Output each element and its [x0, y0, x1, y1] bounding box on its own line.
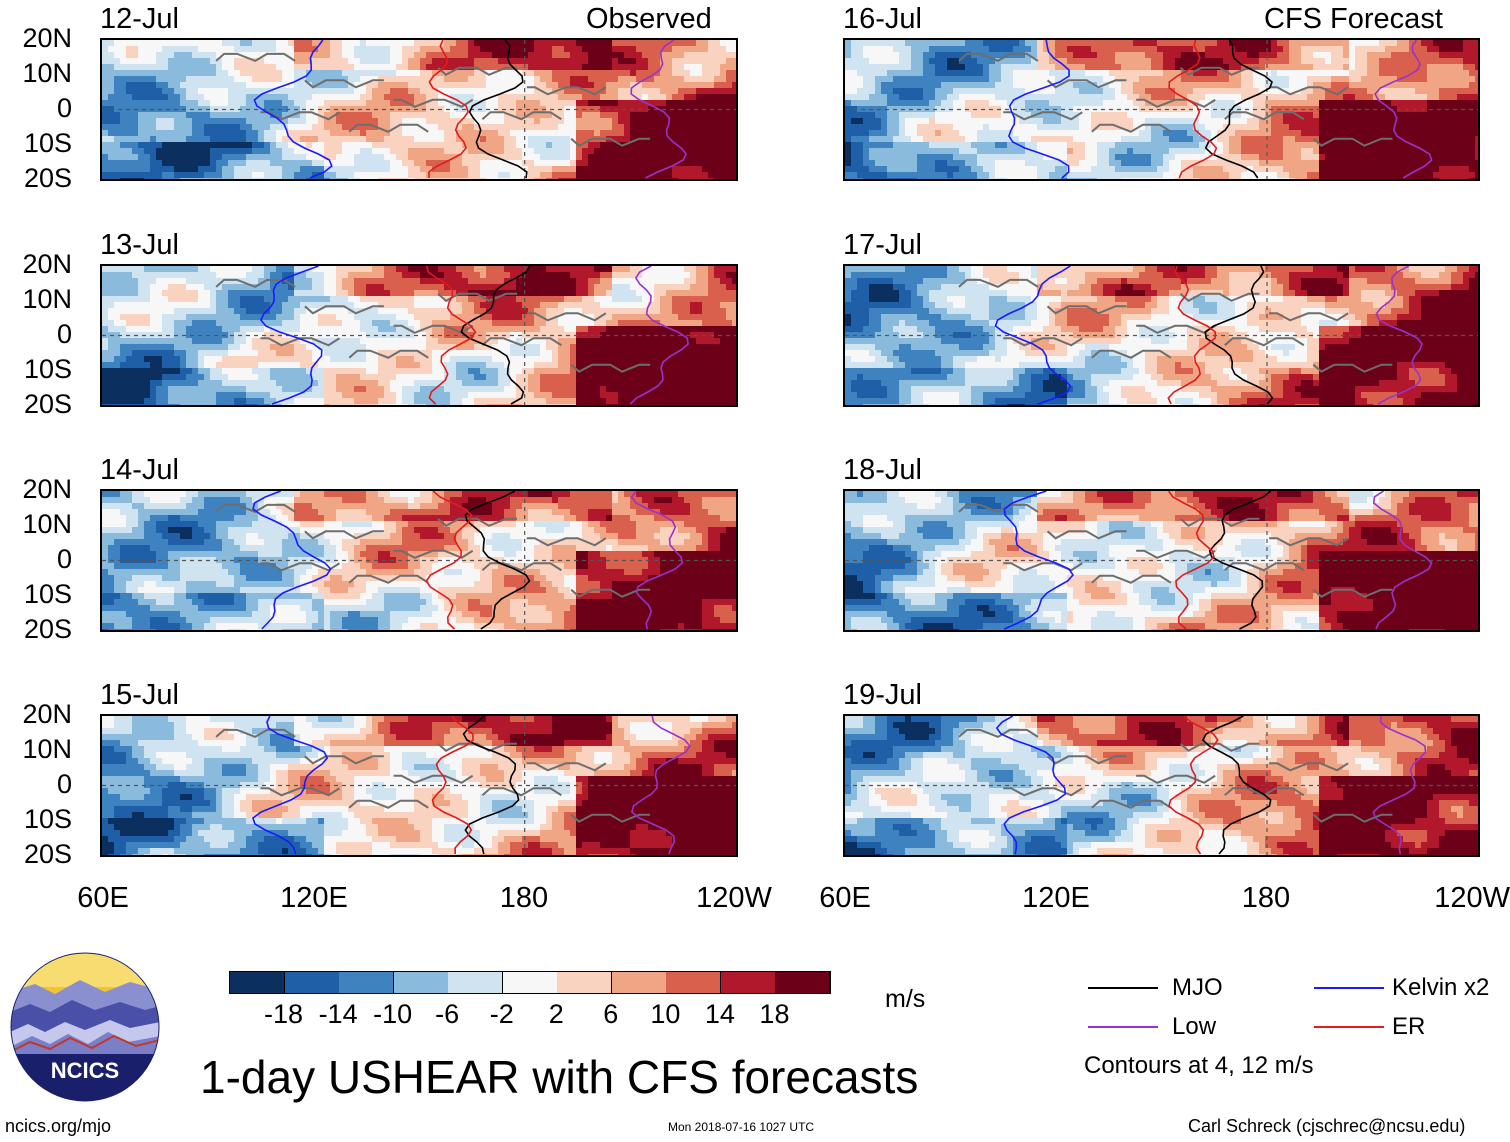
- colorbar-tick-label: 2: [526, 1001, 586, 1028]
- colorbar-unit: m/s: [885, 987, 925, 1012]
- y-tick-label: 20S: [2, 616, 72, 643]
- colorbar-swatch: [393, 972, 449, 993]
- y-tick-label: 20S: [2, 391, 72, 418]
- y-tick-label: 10N: [2, 60, 72, 87]
- figure-title: 1-day USHEAR with CFS forecasts: [200, 1053, 918, 1101]
- y-tick-label: 0: [2, 771, 72, 798]
- map-panel: [100, 714, 738, 857]
- footer-timestamp: Mon 2018-07-16 1027 UTC: [668, 1120, 814, 1134]
- panel-date: 19-Jul: [843, 681, 922, 710]
- panel-date: 12-Jul: [100, 5, 179, 34]
- colorbar-swatch: [284, 972, 340, 993]
- map-panel: [843, 38, 1480, 181]
- y-tick-label: 0: [2, 95, 72, 122]
- footer-credit: Carl Schreck (cjschrec@ncsu.edu): [1188, 1116, 1465, 1136]
- legend-label: ER: [1392, 1015, 1425, 1039]
- colorbar-tick-label: -14: [308, 1001, 368, 1028]
- colorbar-tick-label: 18: [744, 1001, 804, 1028]
- y-tick-label: 20N: [2, 25, 72, 52]
- colorbar-swatch: [720, 972, 776, 993]
- map-panel: [100, 489, 738, 632]
- y-tick-label: 20S: [2, 165, 72, 192]
- y-tick-label: 10N: [2, 736, 72, 763]
- map-panel: [100, 264, 738, 407]
- y-tick-label: 10S: [2, 356, 72, 383]
- colorbar-tick-label: 6: [581, 1001, 641, 1028]
- legend-note: Contours at 4, 12 m/s: [1084, 1054, 1313, 1078]
- colorbar-swatch: [502, 972, 558, 993]
- panel-date: 13-Jul: [100, 231, 179, 260]
- legend-line-low: [1088, 1026, 1158, 1028]
- y-tick-label: 0: [2, 546, 72, 573]
- colorbar-swatch: [339, 972, 395, 993]
- x-tick-label: 120E: [254, 884, 374, 913]
- y-tick-label: 0: [2, 321, 72, 348]
- x-tick-label: 120E: [996, 884, 1116, 913]
- x-tick-label: 120W: [674, 884, 794, 913]
- colorbar-swatch: [611, 972, 667, 993]
- panel-date: 14-Jul: [100, 456, 179, 485]
- y-tick-label: 20N: [2, 251, 72, 278]
- shear-map: [845, 491, 1478, 630]
- shear-map: [845, 716, 1478, 855]
- map-panel: [100, 38, 738, 181]
- colorbar-tick-label: 10: [635, 1001, 695, 1028]
- colorbar-tick-label: -6: [417, 1001, 477, 1028]
- y-tick-label: 20S: [2, 841, 72, 868]
- footer-url[interactable]: ncics.org/mjo: [5, 1116, 111, 1136]
- legend-label: Kelvin x2: [1392, 976, 1489, 1000]
- x-tick-label: 120W: [1390, 884, 1510, 913]
- colorbar: [229, 971, 831, 994]
- x-tick-label: 180: [1206, 884, 1326, 913]
- colorbar-swatch: [775, 972, 831, 993]
- y-tick-label: 20N: [2, 476, 72, 503]
- shear-map: [102, 266, 736, 405]
- forecast-header: CFS Forecast: [1264, 5, 1443, 34]
- shear-map: [102, 716, 736, 855]
- colorbar-tick-label: -18: [254, 1001, 314, 1028]
- colorbar-swatch: [448, 972, 504, 993]
- colorbar-swatch: [557, 972, 613, 993]
- x-tick-label: 60E: [43, 884, 163, 913]
- panel-date: 16-Jul: [843, 5, 922, 34]
- legend-line-er: [1314, 1026, 1384, 1028]
- legend-line-kelvin: [1314, 987, 1384, 989]
- y-tick-label: 10S: [2, 130, 72, 157]
- y-tick-label: 10N: [2, 511, 72, 538]
- shear-map: [845, 40, 1478, 179]
- panel-date: 18-Jul: [843, 456, 922, 485]
- y-tick-label: 10N: [2, 286, 72, 313]
- map-panel: [843, 264, 1480, 407]
- colorbar-tick-label: -10: [363, 1001, 423, 1028]
- map-panel: [843, 714, 1480, 857]
- panel-date: 17-Jul: [843, 231, 922, 260]
- legend-label: Low: [1172, 1015, 1216, 1039]
- colorbar-swatch: [666, 972, 722, 993]
- y-tick-label: 10S: [2, 806, 72, 833]
- colorbar-tick-label: -2: [472, 1001, 532, 1028]
- shear-map: [845, 266, 1478, 405]
- panel-date: 15-Jul: [100, 681, 179, 710]
- observed-header: Observed: [586, 5, 712, 34]
- legend-label: MJO: [1172, 976, 1223, 1000]
- ncics-logo-icon: [10, 952, 160, 1102]
- logo-text: NCICS: [10, 1060, 160, 1082]
- legend-line-mjo: [1088, 987, 1158, 989]
- x-tick-label: 180: [464, 884, 584, 913]
- y-tick-label: 20N: [2, 701, 72, 728]
- y-tick-label: 10S: [2, 581, 72, 608]
- shear-map: [102, 40, 736, 179]
- shear-map: [102, 491, 736, 630]
- colorbar-tick-label: 14: [690, 1001, 750, 1028]
- ncics-logo: NCICS: [10, 952, 160, 1102]
- map-panel: [843, 489, 1480, 632]
- colorbar-swatch: [230, 972, 286, 993]
- x-tick-label: 60E: [785, 884, 905, 913]
